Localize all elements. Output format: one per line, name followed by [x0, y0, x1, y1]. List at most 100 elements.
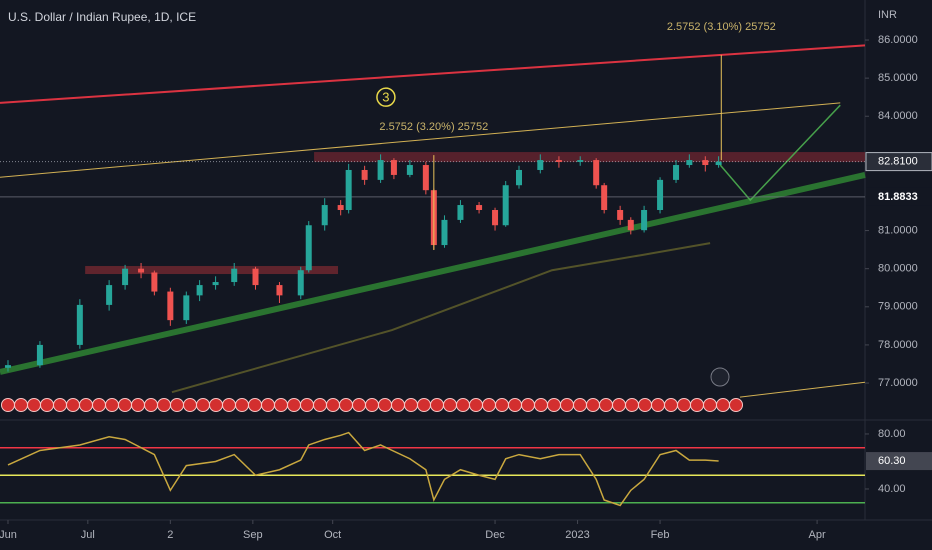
- event-icon: [79, 398, 93, 412]
- candle-body: [593, 160, 600, 186]
- event-icon: [417, 398, 431, 412]
- candle-body: [537, 160, 544, 170]
- event-icon: [313, 398, 327, 412]
- wave-label: 3: [382, 90, 389, 105]
- rsi-line: [7, 431, 719, 507]
- event-icon: [365, 398, 379, 412]
- candle-body: [297, 270, 304, 296]
- event-icon: [547, 398, 561, 412]
- candle-body: [76, 304, 83, 345]
- candle-body: [492, 210, 499, 226]
- candle-body: [337, 205, 344, 210]
- event-icon: [118, 398, 132, 412]
- event-icon: [339, 398, 353, 412]
- y-tick-label: 84.0000: [878, 110, 918, 122]
- event-icon: [27, 398, 41, 412]
- trend-line: [0, 44, 866, 104]
- candle-body: [231, 268, 238, 283]
- candle-body: [457, 205, 464, 220]
- event-icon: [144, 398, 158, 412]
- price-label-box: [866, 187, 932, 206]
- event-icon: [261, 398, 275, 412]
- candle-body: [617, 210, 624, 220]
- trend-line: [0, 172, 866, 375]
- x-tick-label: Feb: [651, 529, 670, 541]
- event-icon: [92, 398, 106, 412]
- event-icon: [209, 398, 223, 412]
- price-label: 82.8100: [878, 156, 918, 168]
- candle-body: [601, 185, 608, 210]
- trend-line: [739, 381, 866, 398]
- candle-body: [715, 161, 722, 166]
- rsi-tick-label: 40.00: [878, 483, 906, 495]
- trend-line: [0, 102, 841, 178]
- event-icon: [534, 398, 548, 412]
- x-tick-label: Jul: [81, 529, 95, 541]
- event-icon: [729, 398, 743, 412]
- measure-label: 2.5752 (3.20%) 25752: [379, 121, 488, 133]
- candle-body: [167, 291, 174, 321]
- candle-body: [122, 268, 129, 286]
- chart-title: U.S. Dollar / Indian Rupee, 1D, ICE: [8, 10, 196, 24]
- event-icon: [443, 398, 457, 412]
- price-label: 81.8833: [878, 191, 918, 203]
- rsi-tick-label: 80.00: [878, 428, 906, 440]
- candle-body: [138, 268, 145, 273]
- y-tick-label: 77.0000: [878, 377, 918, 389]
- measure-label: 2.5752 (3.10%) 25752: [667, 21, 776, 33]
- candle-body: [196, 285, 203, 296]
- event-icon: [482, 398, 496, 412]
- event-icon: [651, 398, 665, 412]
- candle-body: [686, 160, 693, 166]
- candle-body: [657, 179, 664, 210]
- candle-body: [627, 219, 634, 231]
- event-icon: [586, 398, 600, 412]
- y-tick-label: 79.0000: [878, 301, 918, 313]
- y-tick-label: 86.0000: [878, 34, 918, 46]
- trend-line: [719, 104, 841, 202]
- event-icon: [40, 398, 54, 412]
- candle-body: [321, 205, 328, 226]
- x-tick-label: 2023: [565, 529, 589, 541]
- zone: [314, 152, 865, 162]
- candle-body: [151, 272, 158, 292]
- candle-body: [673, 165, 680, 180]
- event-icon: [404, 398, 418, 412]
- axis-unit: INR: [878, 9, 897, 21]
- event-icon: [456, 398, 470, 412]
- rsi-current-label: 60.30: [878, 455, 906, 467]
- x-tick-label: 2: [167, 529, 173, 541]
- event-icon: [170, 398, 184, 412]
- event-icon: [430, 398, 444, 412]
- candle-body: [641, 210, 648, 231]
- event-icon: [625, 398, 639, 412]
- event-icon: [495, 398, 509, 412]
- event-icon: [378, 398, 392, 412]
- candle-body: [106, 285, 113, 305]
- y-tick-label: 80.0000: [878, 263, 918, 275]
- candle-body: [702, 160, 709, 166]
- event-icon: [612, 398, 626, 412]
- event-icon: [105, 398, 119, 412]
- price-label-box: [865, 152, 932, 172]
- x-tick-label: Apr: [809, 529, 826, 541]
- event-icon: [222, 398, 236, 412]
- event-icon: [66, 398, 80, 412]
- event-icon: [14, 398, 28, 412]
- candle-body: [305, 225, 312, 271]
- event-icon: [677, 398, 691, 412]
- event-icon: [131, 398, 145, 412]
- candle-body: [516, 169, 522, 186]
- event-icon: [157, 398, 171, 412]
- event-icon: [274, 398, 288, 412]
- candle-body: [276, 285, 283, 296]
- candle-body: [252, 268, 259, 286]
- x-tick-label: Jun: [0, 529, 17, 541]
- trend-line: [171, 242, 711, 394]
- candle-body: [345, 169, 352, 210]
- event-icon: [710, 367, 730, 387]
- candle-body: [361, 169, 368, 180]
- x-tick-label: Sep: [243, 529, 263, 541]
- wave-marker: [376, 87, 396, 107]
- event-icon: [469, 398, 483, 412]
